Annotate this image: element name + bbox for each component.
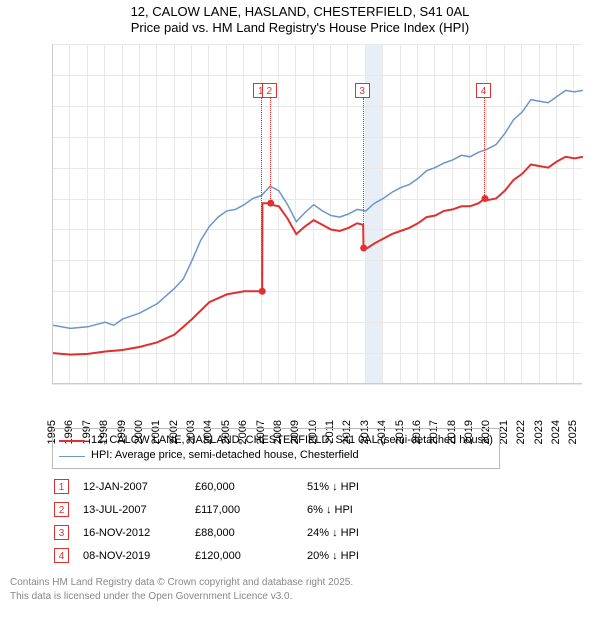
event-diff: 6% ↓ HPI — [307, 499, 371, 520]
events-table: 112-JAN-2007£60,00051% ↓ HPI213-JUL-2007… — [52, 474, 373, 568]
title-line-2: Price paid vs. HM Land Registry's House … — [0, 20, 600, 36]
x-tick-label: 2023 — [533, 420, 545, 444]
event-num: 3 — [54, 522, 81, 543]
footer: Contains HM Land Registry data © Crown c… — [10, 576, 353, 603]
chart-plot-area — [52, 44, 582, 384]
event-num: 2 — [54, 499, 81, 520]
title-line-1: 12, CALOW LANE, HASLAND, CHESTERFIELD, S… — [0, 4, 600, 20]
event-row: 112-JAN-2007£60,00051% ↓ HPI — [54, 476, 371, 497]
marker-label: 2 — [262, 83, 277, 98]
event-date: 12-JAN-2007 — [83, 476, 193, 497]
gridline-h — [52, 384, 582, 385]
x-tick-label: 2024 — [550, 420, 562, 444]
marker-line — [270, 98, 271, 204]
marker-line — [363, 98, 364, 248]
event-price: £88,000 — [195, 522, 305, 543]
event-price: £120,000 — [195, 545, 305, 566]
footer-line-1: Contains HM Land Registry data © Crown c… — [10, 576, 353, 590]
event-diff: 20% ↓ HPI — [307, 545, 371, 566]
event-date: 13-JUL-2007 — [83, 499, 193, 520]
event-row: 408-NOV-2019£120,00020% ↓ HPI — [54, 545, 371, 566]
event-diff: 51% ↓ HPI — [307, 476, 371, 497]
marker-dot — [267, 200, 274, 207]
series-hpi — [53, 90, 583, 328]
legend-swatch-price-paid — [59, 440, 85, 442]
marker-dot — [259, 288, 266, 295]
marker-dot — [360, 245, 367, 252]
marker-label: 4 — [476, 83, 491, 98]
event-row: 213-JUL-2007£117,0006% ↓ HPI — [54, 499, 371, 520]
marker-label: 3 — [355, 83, 370, 98]
event-date: 08-NOV-2019 — [83, 545, 193, 566]
legend-row-price-paid: 12, CALOW LANE, HASLAND, CHESTERFIELD, S… — [59, 433, 493, 448]
x-tick-label: 2022 — [515, 420, 527, 444]
legend: 12, CALOW LANE, HASLAND, CHESTERFIELD, S… — [52, 428, 500, 469]
event-price: £117,000 — [195, 499, 305, 520]
event-num: 1 — [54, 476, 81, 497]
event-price: £60,000 — [195, 476, 305, 497]
event-num: 4 — [54, 545, 81, 566]
footer-line-2: This data is licensed under the Open Gov… — [10, 590, 353, 604]
x-tick-label: 2025 — [567, 420, 579, 444]
legend-row-hpi: HPI: Average price, semi-detached house,… — [59, 448, 493, 463]
marker-dot — [481, 195, 488, 202]
chart-svg — [53, 44, 583, 384]
marker-line — [261, 98, 262, 292]
event-row: 316-NOV-2012£88,00024% ↓ HPI — [54, 522, 371, 543]
event-diff: 24% ↓ HPI — [307, 522, 371, 543]
chart-title: 12, CALOW LANE, HASLAND, CHESTERFIELD, S… — [0, 0, 600, 37]
legend-label-hpi: HPI: Average price, semi-detached house,… — [91, 448, 359, 463]
series-price_paid — [53, 157, 583, 355]
legend-label-price-paid: 12, CALOW LANE, HASLAND, CHESTERFIELD, S… — [91, 433, 493, 448]
event-date: 16-NOV-2012 — [83, 522, 193, 543]
marker-line — [484, 98, 485, 199]
legend-swatch-hpi — [59, 456, 85, 457]
